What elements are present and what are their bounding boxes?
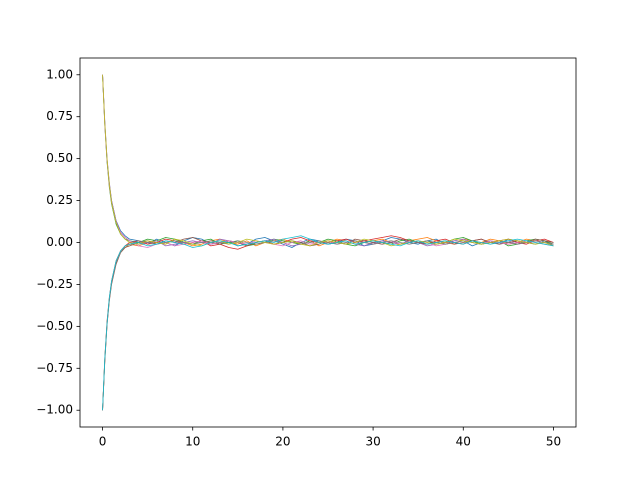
y-tick-label: −0.75 [36,361,73,375]
series-line [102,74,554,247]
y-tick-label: 0.25 [46,193,73,207]
x-tick-label: 0 [99,435,107,449]
y-tick-label: 0.50 [46,151,73,165]
y-tick-label: −0.50 [36,319,73,333]
series-line [102,235,554,411]
x-tick-label: 10 [185,435,200,449]
series-line [102,237,554,411]
y-tick-label: 0.75 [46,109,73,123]
x-tick-label: 20 [275,435,290,449]
series-line [102,74,554,248]
x-tick-label: 40 [456,435,471,449]
y-tick-label: −0.25 [36,277,73,291]
x-tick-label: 30 [365,435,380,449]
series-line [102,235,554,411]
series-line [102,240,554,411]
series-line [102,74,554,247]
series-line [102,74,554,247]
x-tick-label: 50 [546,435,561,449]
y-tick-label: 1.00 [46,67,73,81]
series-line [102,237,554,411]
y-tick-label: 0.00 [46,235,73,249]
y-tick-label: −1.00 [36,403,73,417]
series-line [102,74,554,248]
